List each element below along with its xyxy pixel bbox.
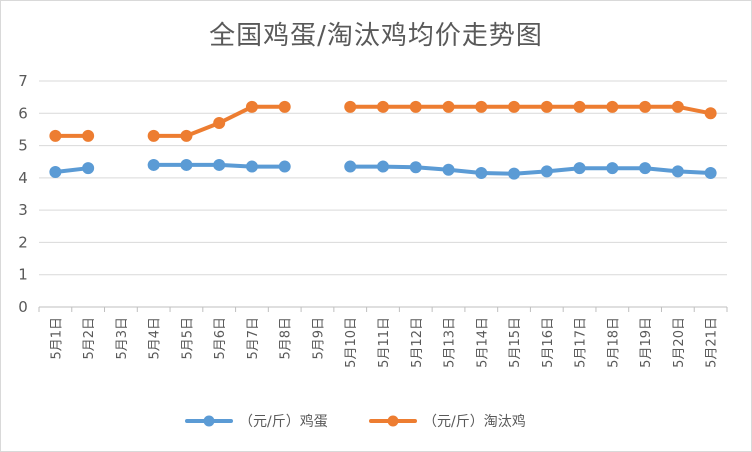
chart-title: 全国鸡蛋/淘汰鸡均价走势图	[209, 21, 543, 51]
data-point-culled-hen	[49, 129, 62, 142]
y-tick-label: 6	[18, 104, 28, 122]
data-point-egg	[442, 163, 455, 176]
data-point-egg	[278, 160, 291, 173]
data-point-culled-hen	[442, 100, 455, 113]
data-point-culled-hen	[278, 100, 291, 113]
x-tick-label: 5月4日	[148, 317, 163, 360]
data-point-culled-hen	[540, 100, 553, 113]
data-point-culled-hen	[475, 100, 488, 113]
data-point-culled-hen	[606, 100, 619, 113]
data-point-egg	[49, 166, 62, 179]
x-tick-label: 5月1日	[49, 317, 64, 360]
data-point-culled-hen	[409, 100, 422, 113]
x-tick-label: 5月16日	[541, 317, 556, 368]
x-tick-label: 5月20日	[672, 317, 687, 368]
data-point-culled-hen	[377, 100, 389, 113]
data-point-egg	[344, 160, 357, 173]
x-tick-label: 5月17日	[574, 317, 589, 368]
data-point-egg	[180, 158, 193, 171]
y-tick-label: 7	[18, 72, 28, 90]
data-point-egg	[245, 160, 258, 173]
x-tick-label: 5月13日	[443, 317, 458, 368]
x-tick-label: 5月3日	[115, 317, 130, 360]
data-point-culled-hen	[82, 129, 95, 142]
legend-label: （元/斤）鸡蛋	[239, 413, 328, 430]
data-point-culled-hen	[245, 100, 258, 113]
x-tick-label: 5月10日	[344, 317, 359, 368]
x-tick-label: 5月18日	[606, 317, 621, 368]
data-point-egg	[475, 167, 488, 180]
x-tick-label: 5月11日	[377, 317, 392, 368]
data-point-egg	[606, 162, 619, 175]
data-point-egg	[213, 158, 226, 171]
data-point-egg	[82, 162, 95, 175]
data-point-culled-hen	[639, 100, 652, 113]
x-tick-label: 5月9日	[311, 317, 326, 360]
legend-label: （元/斤）淘汰鸡	[423, 413, 526, 430]
data-point-egg	[377, 160, 389, 173]
legend-swatch-marker	[203, 415, 215, 427]
data-point-culled-hen	[704, 107, 717, 120]
y-tick-label: 5	[18, 137, 28, 155]
y-tick-label: 1	[18, 266, 28, 284]
x-tick-label: 5月14日	[475, 317, 490, 368]
series-line-culled-hen	[348, 104, 713, 116]
data-point-culled-hen	[180, 129, 193, 142]
x-tick-label: 5月19日	[639, 317, 654, 368]
data-point-culled-hen	[344, 100, 357, 113]
data-point-egg	[639, 162, 652, 175]
data-point-egg	[508, 167, 521, 180]
data-point-culled-hen	[213, 116, 226, 129]
y-tick-label: 0	[18, 298, 28, 316]
legend-swatch-marker	[387, 415, 399, 427]
x-tick-label: 5月8日	[279, 317, 294, 360]
data-point-egg	[573, 162, 586, 175]
x-tick-label: 5月5日	[180, 317, 195, 360]
x-tick-label: 5月6日	[213, 317, 228, 360]
x-tick-label: 5月15日	[508, 317, 523, 368]
data-point-culled-hen	[508, 100, 521, 113]
data-point-culled-hen	[671, 100, 684, 113]
data-point-egg	[704, 167, 717, 180]
data-point-culled-hen	[147, 129, 160, 142]
x-tick-label: 5月12日	[410, 317, 425, 368]
data-point-egg	[409, 161, 422, 174]
y-tick-label: 3	[18, 201, 28, 219]
data-point-egg	[671, 165, 684, 178]
y-tick-label: 4	[18, 169, 28, 187]
data-point-egg	[540, 165, 553, 178]
data-point-egg	[147, 158, 160, 171]
x-tick-label: 5月21日	[705, 317, 720, 368]
series-line-egg	[348, 164, 713, 176]
x-tick-label: 5月2日	[82, 317, 97, 360]
y-tick-label: 2	[18, 233, 28, 251]
x-tick-label: 5月7日	[246, 317, 261, 360]
data-point-culled-hen	[573, 100, 586, 113]
